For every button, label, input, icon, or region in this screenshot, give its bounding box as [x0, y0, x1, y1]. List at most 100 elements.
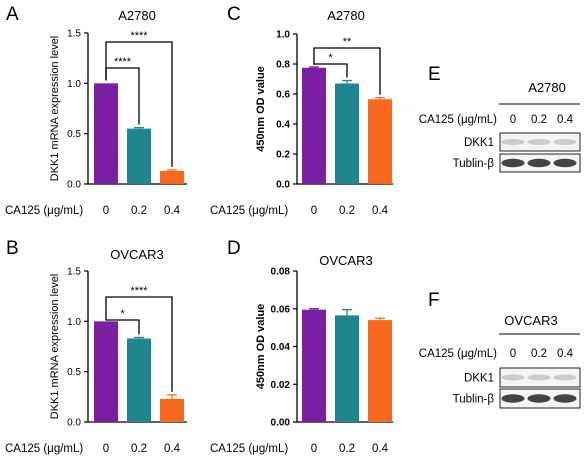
blot-band: [501, 158, 525, 168]
x-tick-label: 0.4: [372, 205, 389, 217]
y-tick-label: 0.6: [276, 90, 290, 101]
bar: [94, 83, 118, 184]
blot-strip: [499, 132, 581, 152]
bar: [335, 315, 359, 422]
y-axis-label: DKK1 mRNA expression level: [49, 274, 61, 420]
bar: [127, 338, 151, 422]
blot-lane-label: 0: [510, 348, 516, 360]
chart-panel-d: D OVCAR3 450nm OD value 0.00 0.02 0.04 0.06 0.0…: [210, 238, 393, 455]
x-axis-label: CA125 (μg/mL): [210, 205, 288, 217]
significance-bracket: [105, 41, 173, 167]
y-tick-label: 0.00: [271, 418, 291, 429]
y-tick-label: 0.0: [67, 180, 81, 191]
y-tick-label: 0.2: [276, 150, 290, 161]
y-axis-label: 450nm OD value: [255, 66, 267, 152]
blot-band: [527, 158, 551, 168]
y-tick-label: 0.8: [276, 60, 290, 71]
bar: [368, 99, 392, 184]
significance-label: *: [328, 52, 333, 64]
y-tick-label: 1.0: [67, 317, 81, 328]
blot-band: [527, 374, 551, 381]
x-tick-label: 0.2: [339, 443, 355, 455]
blot-band: [527, 139, 551, 145]
y-tick-label: 0.04: [271, 342, 291, 353]
y-tick-label: 0.5: [67, 129, 81, 140]
bar: [368, 320, 392, 422]
x-axis-label: CA125 (μg/mL): [5, 205, 83, 217]
x-tick-label: 0.4: [164, 205, 181, 217]
blot-row-label: DKK1: [464, 373, 494, 385]
significance-label: ****: [114, 56, 132, 68]
blot-lane-label: 0.2: [531, 348, 547, 360]
bar: [335, 83, 359, 184]
x-axis-label: CA125 (μg/mL): [5, 443, 83, 455]
significance-label: *: [120, 308, 125, 320]
y-axis-label: DKK1 mRNA expression level: [49, 36, 61, 182]
x-tick-label: 0: [103, 205, 109, 217]
blot-band: [553, 139, 577, 145]
chart-title: A2780: [118, 8, 156, 23]
significance-label: ****: [130, 285, 148, 297]
blot-lane-label: 0.4: [557, 114, 574, 126]
panel-letter: A: [6, 4, 19, 25]
blot-condition-label: CA125 (μg/mL): [419, 348, 497, 360]
panel-letter: B: [6, 238, 19, 259]
x-tick-label: 0.2: [339, 205, 355, 217]
x-axis-label: CA125 (μg/mL): [210, 443, 288, 455]
y-tick-label: 1.5: [67, 267, 81, 278]
significance-label: **: [343, 36, 352, 48]
bar: [302, 309, 326, 422]
blot-row-label: Tublin-β: [453, 158, 495, 170]
blot-band: [553, 158, 577, 168]
blot-band: [501, 394, 525, 403]
western-blot-f: F OVCAR3 CA125 (μg/mL) 0 0.2 0.4 DKK1 Tublin-β: [419, 290, 581, 409]
y-tick-label: 1.5: [67, 29, 81, 40]
significance-bracket: [313, 47, 381, 95]
x-tick-label: 0.4: [164, 443, 181, 455]
y-tick-label: 0.5: [67, 367, 81, 378]
y-tick-label: 1.0: [276, 30, 290, 41]
western-blot-e: E A2780 CA125 (μg/mL) 0 0.2 0.4 DKK1 Tublin-β: [419, 64, 581, 173]
blot-row-label: Tublin-β: [453, 394, 495, 406]
blot-title: A2780: [528, 80, 566, 95]
y-tick-label: 0.4: [276, 120, 290, 131]
chart-title: A2780: [327, 8, 365, 23]
bar: [160, 170, 184, 184]
bar: [94, 321, 118, 422]
significance-bracket: [105, 318, 140, 335]
chart-panel-a: A A2780 DKK1 mRNA expression level 0.0 0.5 1.…: [5, 4, 187, 217]
blot-lane-label: 0.2: [531, 114, 547, 126]
x-tick-label: 0: [311, 205, 317, 217]
y-axis-label: 450nm OD value: [255, 304, 267, 390]
blot-band: [501, 374, 525, 381]
chart-panel-c: C A2780 450nm OD value 0.0 0.2 0.4 0.6 0.8 1.0 0 0…: [210, 4, 393, 217]
y-tick-label: 1.0: [67, 79, 81, 90]
panel-letter: F: [428, 290, 440, 311]
chart-panel-b: B OVCAR3 DKK1 mRNA expression level 0.0 0.5 1…: [5, 238, 187, 455]
panel-letter: D: [227, 238, 241, 259]
panel-letter: E: [428, 64, 441, 85]
blot-condition-label: CA125 (μg/mL): [419, 114, 497, 126]
y-tick-label: 0.06: [271, 304, 291, 315]
bar: [127, 128, 151, 184]
x-tick-label: 0: [311, 443, 317, 455]
y-tick-label: 0.08: [271, 267, 291, 278]
x-tick-label: 0: [103, 443, 109, 455]
bar: [160, 398, 184, 422]
blot-title: OVCAR3: [504, 313, 557, 328]
x-tick-label: 0.4: [372, 443, 389, 455]
blot-band: [527, 394, 551, 403]
bar: [302, 67, 326, 184]
x-tick-label: 0.2: [131, 443, 147, 455]
y-tick-label: 0.02: [271, 380, 291, 391]
significance-label: ****: [130, 30, 148, 42]
y-tick-label: 0.0: [276, 180, 290, 191]
x-tick-label: 0.2: [131, 205, 147, 217]
chart-title: OVCAR3: [319, 253, 372, 268]
panel-letter: C: [227, 4, 241, 25]
blot-lane-label: 0: [510, 114, 516, 126]
significance-bracket: [105, 296, 173, 392]
chart-title: OVCAR3: [110, 247, 163, 262]
blot-strip: [499, 367, 581, 388]
